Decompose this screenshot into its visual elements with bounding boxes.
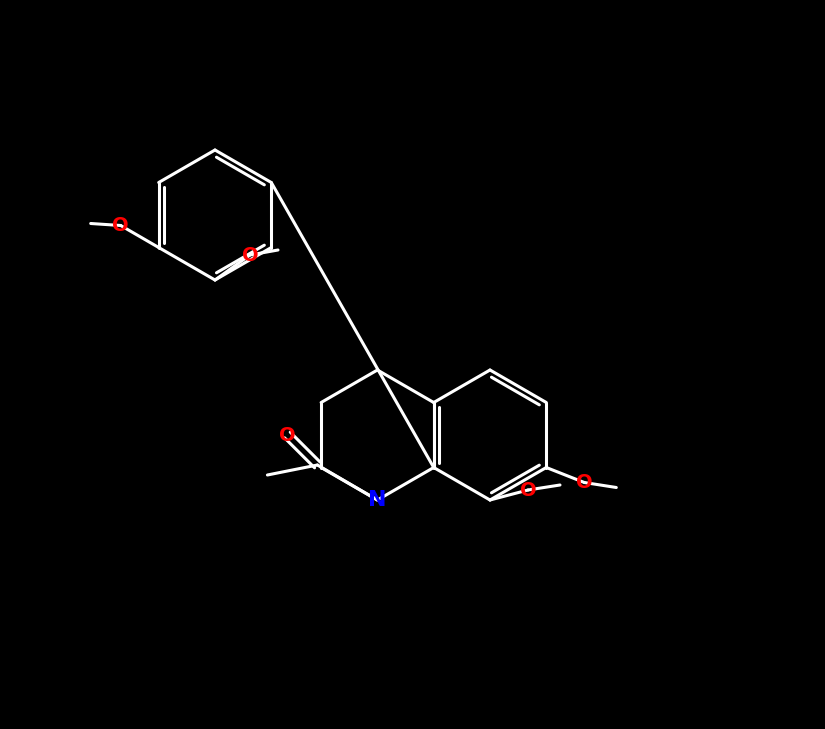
Text: O: O [112,216,129,235]
Text: O: O [520,480,536,499]
Text: O: O [279,426,295,445]
Text: N: N [368,490,387,510]
Text: O: O [242,246,258,265]
Text: O: O [576,473,592,492]
